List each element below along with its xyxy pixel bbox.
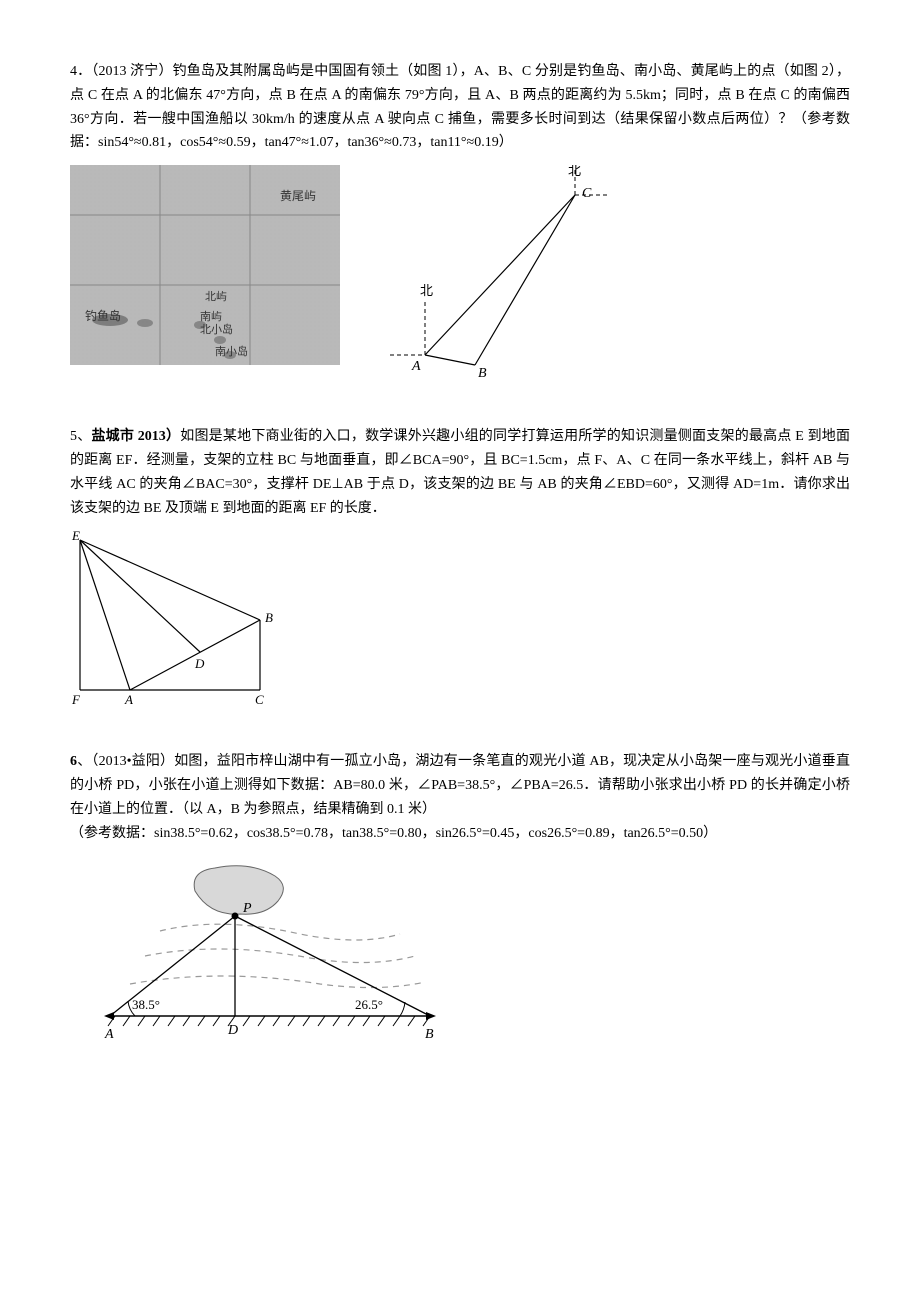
diagram-6-svg: 38.5° 26.5° A B D P (100, 856, 440, 1046)
p5-body: 如图是某地下商业街的入口，数学课外兴趣小组的同学打算运用所学的知识测量侧面支架的… (70, 429, 850, 515)
diagram-4-svg: 北 北 A B C (370, 165, 630, 385)
p6-body: 、（2013•益阳）如图，益阳市梓山湖中有一孤立小岛，湖边有一条笔直的观光小道 … (70, 754, 850, 817)
map-label-dy: 钓鱼岛 (85, 308, 121, 323)
label-B: B (478, 366, 487, 381)
label-D6: D (227, 1023, 238, 1038)
problem-5-text: 5、盐城市 2013）如图是某地下商业街的入口，数学课外兴趣小组的同学打算运用所… (70, 425, 850, 520)
north-label-c: 北 (568, 165, 581, 178)
problem-4-text: 4．（2013 济宁）钓鱼岛及其附属岛屿是中国固有领土（如图 1），A、B、C … (70, 60, 850, 155)
point-P (232, 912, 239, 919)
label-P6: P (242, 901, 252, 916)
problem-5: 5、盐城市 2013）如图是某地下商业街的入口，数学课外兴趣小组的同学打算运用所… (70, 425, 850, 710)
map-label-c1: 北屿 (205, 290, 227, 303)
p6-prefix: 6 (70, 754, 77, 769)
label-B6: B (425, 1027, 434, 1042)
map-label-bx: 北小岛 (200, 322, 233, 336)
map-svg: 黄尾屿 北屿 钓鱼岛 南屿 北小岛 南小岛 (70, 165, 340, 365)
angle-b: 26.5° (355, 997, 383, 1012)
angle-a: 38.5° (132, 997, 160, 1012)
label-F: F (71, 692, 81, 707)
map-label-nx: 南小岛 (215, 344, 248, 358)
map-label-ny: 南屿 (200, 310, 222, 323)
problem-4: 4．（2013 济宁）钓鱼岛及其附属岛屿是中国固有领土（如图 1），A、B、C … (70, 60, 850, 385)
problem-6: 6、（2013•益阳）如图，益阳市梓山湖中有一孤立小岛，湖边有一条笔直的观光小道… (70, 750, 850, 1045)
problem-4-map: 黄尾屿 北屿 钓鱼岛 南屿 北小岛 南小岛 (70, 165, 340, 365)
label-C: C (582, 186, 592, 201)
label-A: A (411, 359, 421, 374)
problem-4-diagram: 北 北 A B C (370, 165, 630, 385)
problem-6-text: 6、（2013•益阳）如图，益阳市梓山湖中有一孤立小岛，湖边有一条笔直的观光小道… (70, 750, 850, 821)
label-A6: A (104, 1027, 114, 1042)
p5-bold: 盐城市 2013） (91, 429, 180, 444)
north-label-a: 北 (420, 283, 433, 298)
problem-6-figure: 38.5° 26.5° A B D P (100, 856, 850, 1046)
problem-6-ref: （参考数据：sin38.5°=0.62，cos38.5°=0.78，tan38.… (70, 822, 850, 846)
problem-4-figures: 黄尾屿 北屿 钓鱼岛 南屿 北小岛 南小岛 北 北 (70, 165, 850, 385)
hatching (108, 1016, 430, 1026)
label-B5: B (265, 610, 273, 625)
island-shape (194, 865, 283, 913)
label-E5: E (71, 530, 80, 543)
p5-prefix: 5、 (70, 429, 91, 444)
label-C5: C (255, 692, 264, 707)
label-A5: A (124, 692, 133, 707)
map-label-tr: 黄尾屿 (280, 189, 316, 203)
label-D5: D (194, 656, 205, 671)
problem-5-figure: F A C B E D (70, 530, 850, 710)
diagram-5-svg: F A C B E D (70, 530, 280, 710)
